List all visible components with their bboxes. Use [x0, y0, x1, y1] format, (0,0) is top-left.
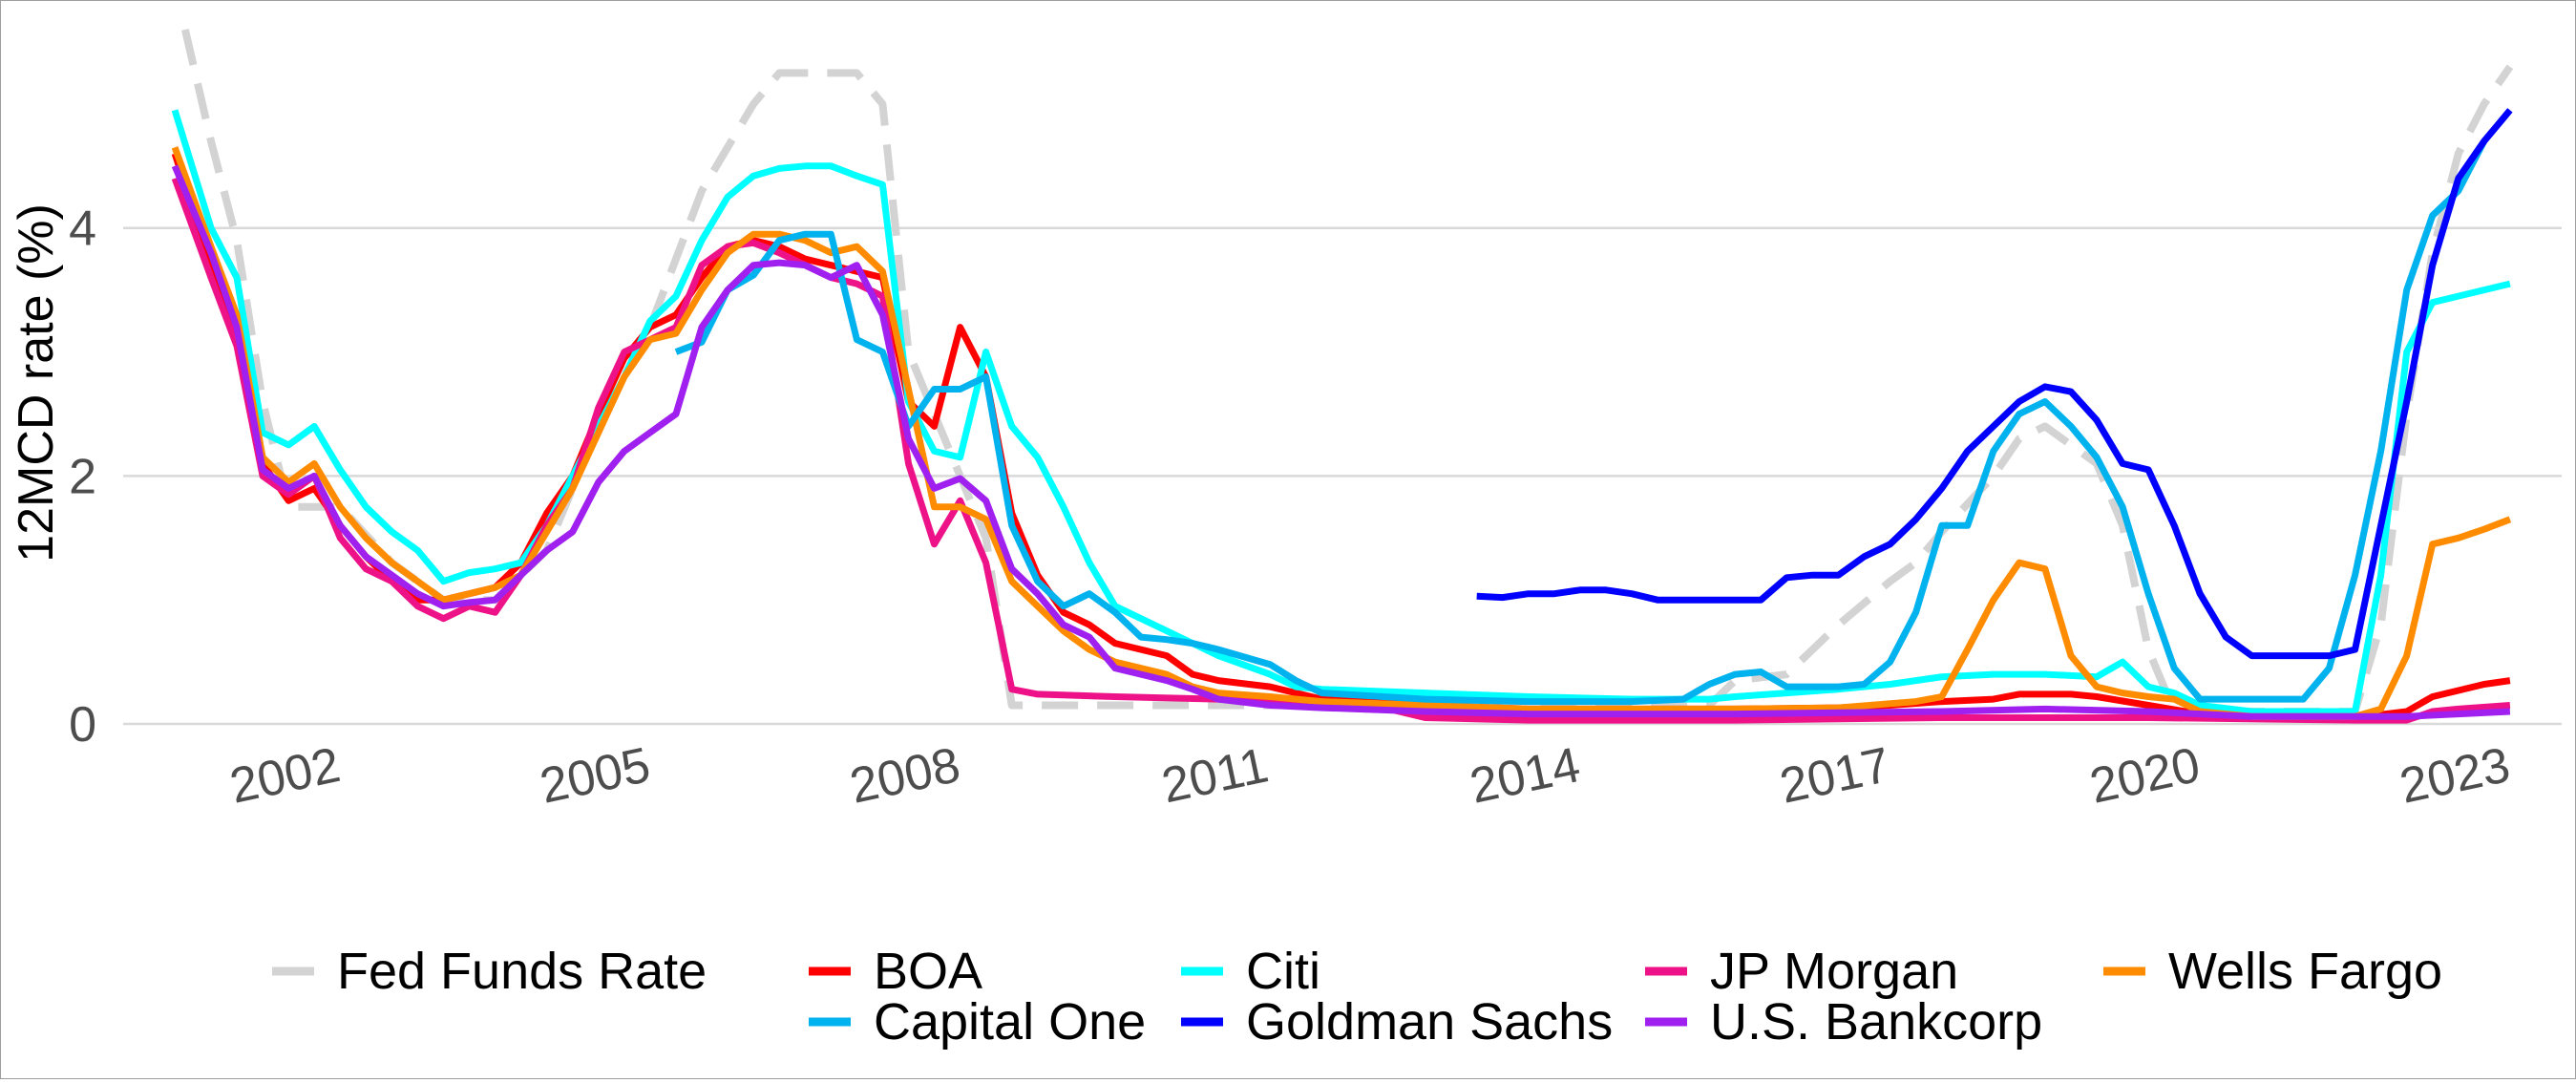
legend-label: U.S. Bankcorp	[1710, 993, 2042, 1051]
legend-item-goldman-sachs: Goldman Sachs	[1181, 993, 1613, 1051]
legend-item-wells-fargo: Wells Fargo	[2103, 943, 2442, 1000]
series-line-jp-morgan	[171, 177, 2511, 724]
x-tick-label: 2008	[845, 737, 964, 815]
series-line-citi	[171, 109, 2511, 715]
legend-label: Capital One	[874, 993, 1146, 1051]
legend-item-citi: Citi	[1181, 943, 1320, 1000]
legend-item-boa: BOA	[809, 943, 982, 1000]
x-tick-label: 2002	[225, 737, 345, 815]
legend-item-capital-one: Capital One	[809, 993, 1146, 1051]
x-tick-label: 2023	[2396, 737, 2515, 815]
y-tick-label: 0	[69, 697, 96, 753]
y-tick-label: 2	[69, 449, 96, 504]
series-line-capital-one	[674, 139, 2487, 706]
legend: Fed Funds Rate BOA Citi JP Morgan Wells Farg…	[272, 943, 2442, 1051]
x-tick-label: 2011	[1157, 737, 1273, 814]
x-tick-label: 2017	[1775, 737, 1894, 815]
series-lines	[171, 29, 2514, 724]
legend-item-jp-morgan: JP Morgan	[1645, 943, 1958, 1000]
x-tick-label: 2014	[1466, 737, 1585, 815]
legend-item-u-s-bankcorp: U.S. Bankcorp	[1645, 993, 2042, 1051]
series-line-goldman-sachs	[1476, 108, 2513, 660]
legend-label: BOA	[874, 943, 982, 1000]
x-tick-label: 2005	[536, 737, 655, 815]
legend-label: Wells Fargo	[2168, 943, 2442, 1000]
y-axis-ticks: 0 2 4	[69, 202, 96, 753]
gridlines	[123, 226, 2562, 726]
x-axis-ticks: 2002 2005 2008 2011 2014 2017 2020 2023	[225, 737, 2515, 815]
series-line-u-s-bankcorp	[171, 164, 2511, 720]
x-tick-label: 2020	[2085, 737, 2205, 815]
legend-label: JP Morgan	[1710, 943, 1958, 1000]
legend-label: Citi	[1246, 943, 1320, 1000]
series-line-fed-funds-rate	[181, 29, 2514, 715]
legend-label: Fed Funds Rate	[337, 943, 707, 1000]
series-line-wells-fargo	[171, 146, 2512, 720]
legend-label: Goldman Sachs	[1246, 993, 1613, 1051]
legend-item-fed-funds-rate: Fed Funds Rate	[272, 943, 707, 1000]
y-axis-title: 12MCD rate (%)	[9, 203, 64, 563]
y-tick-label: 4	[69, 202, 96, 257]
